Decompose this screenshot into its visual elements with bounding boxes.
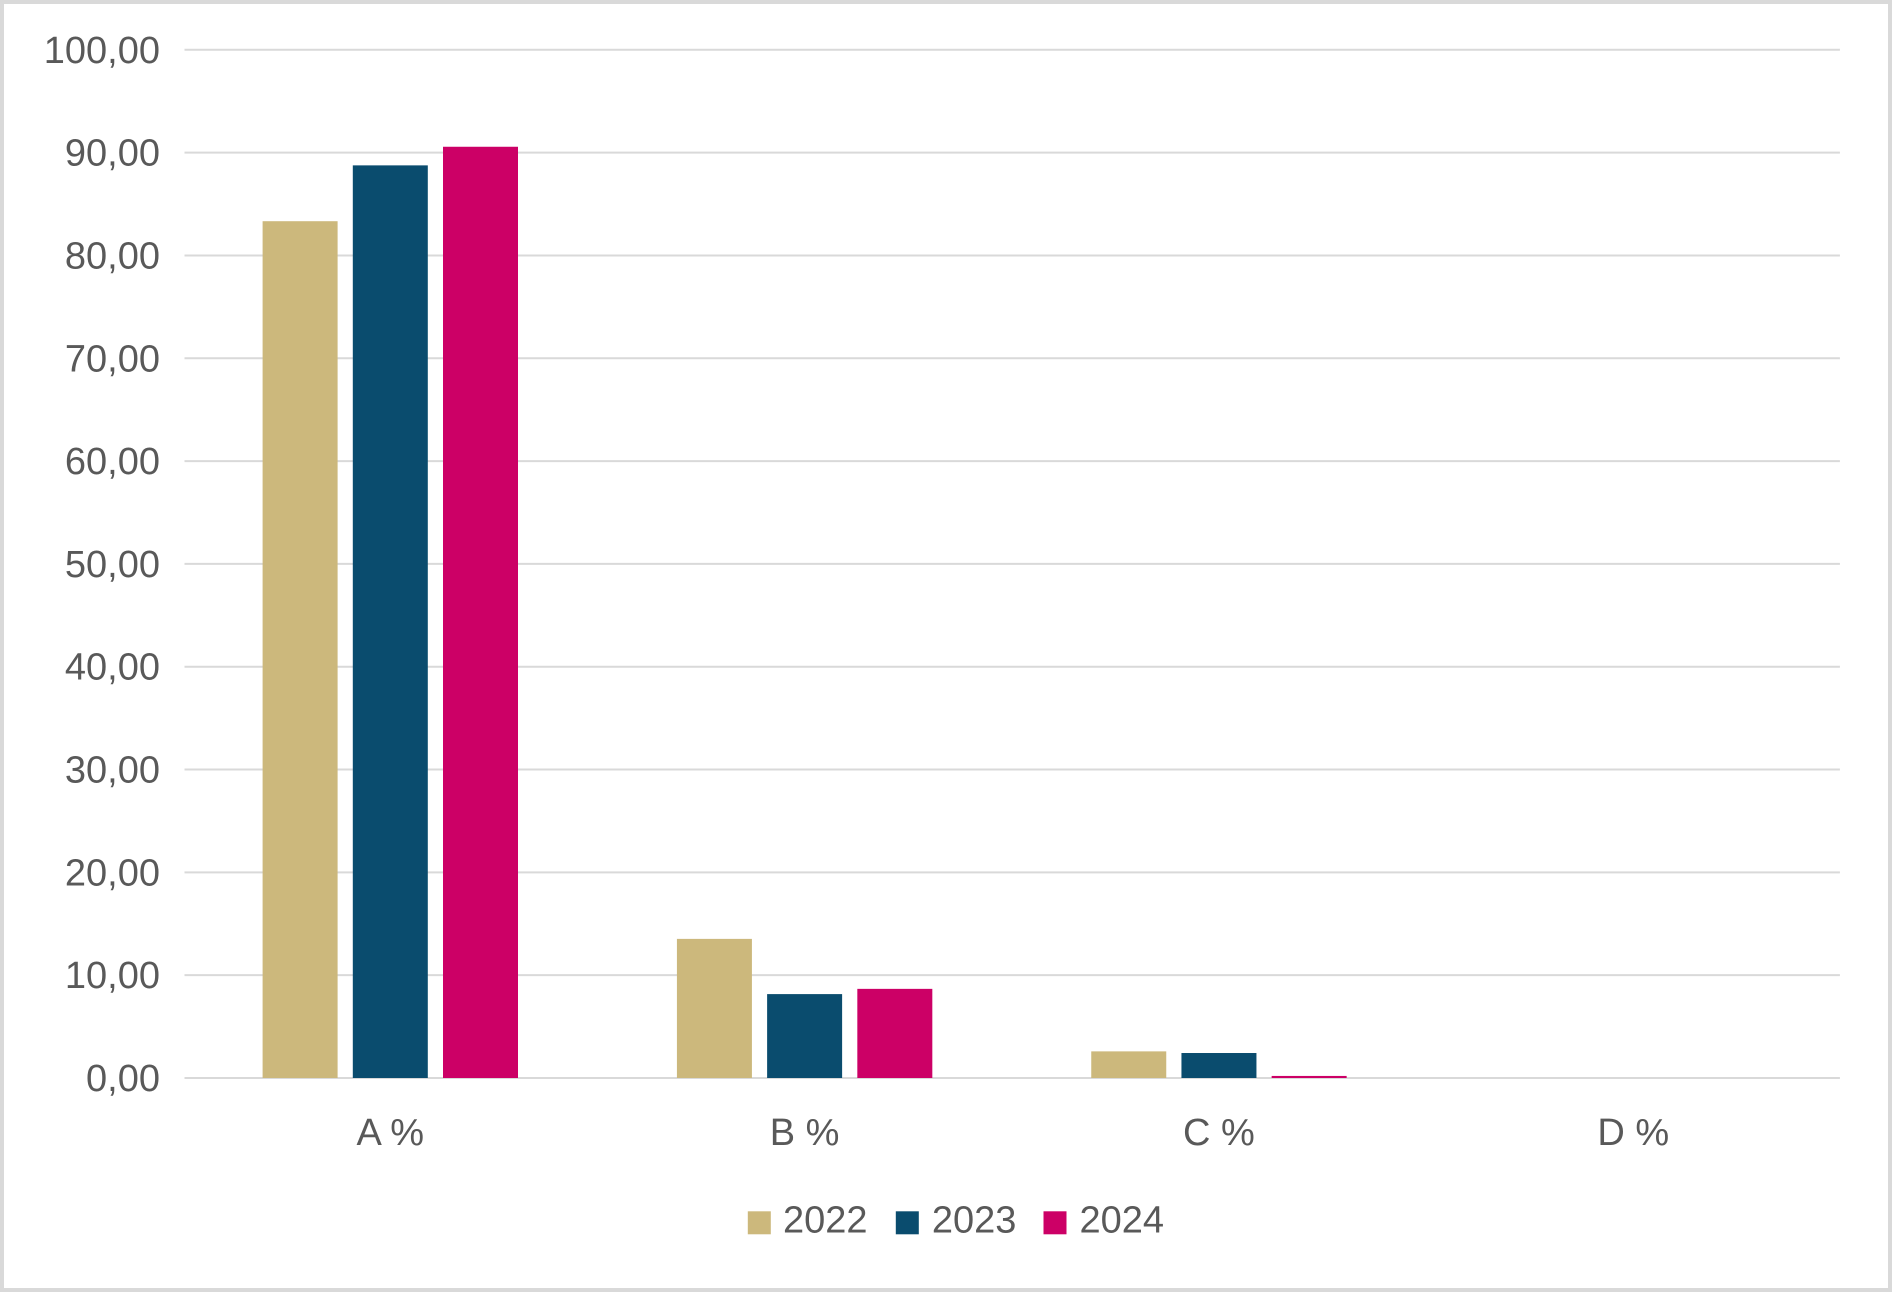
svg-text:30,00: 30,00 (65, 750, 160, 792)
svg-text:D %: D % (1597, 1112, 1669, 1154)
svg-text:2023: 2023 (932, 1199, 1017, 1241)
svg-text:0,00: 0,00 (86, 1058, 160, 1100)
svg-text:20,00: 20,00 (65, 852, 160, 894)
svg-text:90,00: 90,00 (65, 133, 160, 175)
svg-text:C %: C % (1183, 1112, 1255, 1154)
svg-text:50,00: 50,00 (65, 544, 160, 586)
svg-text:2022: 2022 (783, 1199, 868, 1241)
svg-text:80,00: 80,00 (65, 235, 160, 277)
svg-text:2024: 2024 (1080, 1199, 1165, 1241)
svg-text:B %: B % (770, 1112, 840, 1154)
svg-text:10,00: 10,00 (65, 955, 160, 997)
svg-text:70,00: 70,00 (65, 338, 160, 380)
svg-text:100,00: 100,00 (44, 30, 160, 72)
svg-text:60,00: 60,00 (65, 441, 160, 483)
svg-text:A %: A % (356, 1112, 424, 1154)
svg-text:40,00: 40,00 (65, 647, 160, 689)
